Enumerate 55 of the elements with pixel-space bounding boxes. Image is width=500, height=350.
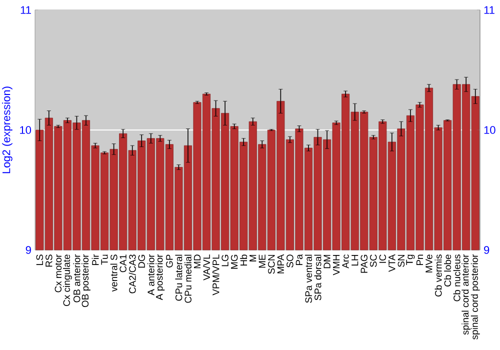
x-tick-label: Tu: [101, 254, 108, 265]
x-tick-label: SCN: [268, 254, 275, 274]
x-tick-label: VMH: [333, 254, 340, 276]
y2-tick-label: 11: [484, 6, 494, 14]
y-tick-label: 10: [20, 126, 32, 134]
x-tick-label: GP: [166, 254, 173, 268]
x-tick-label: SPa ventral: [305, 254, 312, 303]
x-tick-label: OB anterior: [73, 254, 80, 302]
x-tick-label: MPA: [277, 254, 284, 274]
x-tick-label: A anterior: [147, 254, 154, 296]
x-tick-label: CPu medial: [184, 254, 192, 303]
x-tick-label: spinal cord anterior: [462, 254, 471, 335]
x-tick-label: Pa: [296, 254, 303, 266]
x-tick-label: VTA: [388, 254, 396, 272]
x-tick-label: CPu lateral: [175, 254, 182, 301]
x-tick-label: Tg: [406, 254, 415, 266]
x-tick-label: RS: [46, 254, 52, 267]
x-tick-label: MD: [194, 254, 201, 268]
x-tick-label: IC: [379, 254, 386, 263]
x-tick-label: Pn: [416, 254, 424, 266]
x-tick-label: M: [250, 254, 256, 262]
y-axis-title: Log2 (expression): [2, 86, 12, 174]
x-tick-label: SN: [398, 254, 405, 267]
x-tick-label: Arc: [342, 254, 349, 268]
x-tick-label: spinal cord posterior: [470, 254, 480, 340]
x-tick-label: Hb: [240, 254, 248, 266]
x-tick-label: DG: [138, 254, 145, 268]
x-tick-label: MG: [230, 254, 238, 269]
x-tick-label: ventral S: [110, 254, 118, 292]
x-tick-label: Cx motor: [54, 254, 62, 292]
x-tick-label: VPM/VPL: [212, 254, 220, 296]
x-tick-label: SO: [286, 254, 294, 268]
y2-tick-label: 9: [484, 246, 490, 254]
x-tick-label: LG: [222, 254, 228, 266]
x-tick-label: Cb nucleus: [453, 254, 460, 302]
x-tick-label: LH: [352, 254, 358, 266]
x-tick-label: MVe: [426, 254, 432, 272]
x-tick-label: ME: [258, 254, 266, 268]
x-tick-label: OB posterior: [82, 254, 90, 308]
y-tick-label: 9: [26, 246, 31, 254]
x-tick-label: Pir: [92, 254, 99, 266]
y-tick-label: 11: [20, 6, 31, 14]
x-tick-label: SC: [370, 254, 377, 267]
x-tick-label: PAG: [360, 254, 368, 273]
x-tick-label: DM: [324, 254, 330, 268]
x-tick-label: CA1: [120, 254, 126, 272]
x-tick-label: CA2/CA3: [128, 254, 136, 294]
x-tick-label: VA/VL: [203, 254, 210, 280]
x-tick-label: Cx cingulate: [63, 254, 72, 306]
x-tick-label: SPa dorsal: [314, 254, 322, 300]
x-tick-label: Cb lobe: [444, 254, 452, 286]
x-tick-label: LS: [36, 254, 44, 266]
x-tick-label: A posterior: [156, 254, 165, 300]
x-tick-label: Cb vermis: [434, 254, 442, 296]
y2-tick-label: 10: [484, 126, 496, 134]
